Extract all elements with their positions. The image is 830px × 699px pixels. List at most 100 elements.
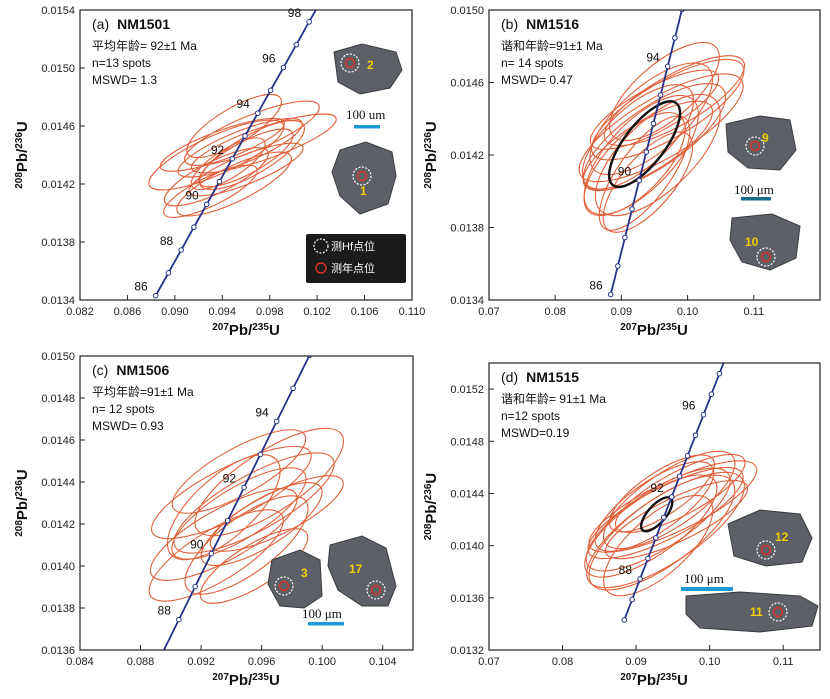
age-spot-marker [356, 170, 368, 182]
error-ellipse-3 [149, 488, 298, 581]
x-axis-label: 207Pb/235U [620, 322, 688, 340]
y-tick-label: 0.0132 [450, 645, 484, 657]
concordia-curve [609, 10, 683, 295]
concordia-age-marker [636, 177, 642, 184]
concordia-age-marker [660, 514, 667, 521]
grain-label: 3 [301, 566, 308, 580]
concordia-age-marker [653, 535, 659, 541]
hf-spot-marker [340, 53, 360, 73]
scale-bar-label: 100 um [346, 107, 385, 122]
error-ellipse-12 [608, 454, 715, 533]
grain-10 [729, 213, 801, 271]
panel-label: (b) NM1516 [501, 16, 579, 32]
concordia-age-label: 88 [619, 563, 633, 577]
zircon-grain-image [725, 115, 797, 171]
concordia-age-marker [645, 555, 651, 562]
concordia-age-label: 90 [190, 538, 204, 552]
grain-3 [267, 549, 323, 609]
error-ellipse-11 [586, 471, 745, 589]
scale-bar-label: 100 μm [302, 606, 342, 621]
age-spot-marker [760, 544, 772, 556]
error-ellipse-8 [605, 479, 749, 560]
x-tick-label: 0.11 [773, 656, 794, 668]
concordia-age-marker [672, 35, 678, 41]
x-tick-label: 0.086 [114, 306, 142, 318]
concordia-age-label: 86 [134, 280, 148, 294]
concordia-age-marker [241, 484, 247, 491]
concordia-curve [162, 356, 311, 650]
y-axis-label: 208Pb/236U [14, 469, 32, 537]
concordia-age-label: 92 [650, 481, 664, 495]
legend-age-symbol [315, 262, 327, 274]
x-tick-label: 0.106 [351, 306, 379, 318]
zircon-grain-image [685, 591, 819, 633]
error-ellipse-2 [173, 452, 335, 554]
x-tick-label: 0.104 [369, 656, 397, 668]
concordia-age-marker [637, 576, 643, 582]
concordia-age-marker [668, 494, 675, 500]
x-tick-label: 0.10 [677, 306, 698, 318]
error-ellipse-4 [588, 460, 758, 553]
x-tick-label: 0.07 [478, 306, 499, 318]
scale-bar [308, 622, 344, 626]
x-tick-label: 0.098 [256, 306, 284, 318]
y-tick-label: 0.0136 [450, 593, 484, 605]
concordia-age-marker [621, 617, 628, 623]
grain-2 [333, 43, 403, 95]
y-tick-label: 0.0140 [450, 541, 484, 553]
concordia-age-marker [216, 178, 223, 185]
x-tick-label: 0.08 [544, 306, 565, 318]
scale-bar-label: 100 μm [684, 571, 724, 586]
age-spot-marker [370, 584, 382, 596]
panel-label: (d) NM1515 [501, 369, 579, 385]
concordia-age-label: 96 [682, 399, 696, 413]
error-ellipse-5 [184, 495, 309, 595]
y-tick-label: 0.0148 [41, 393, 75, 405]
x-tick-label: 0.084 [66, 656, 94, 668]
concordia-age-marker [700, 411, 707, 418]
x-tick-label: 0.11 [744, 306, 765, 318]
grain-12 [727, 509, 813, 567]
error-ellipse-10 [171, 429, 307, 514]
concordia-age-marker [224, 517, 231, 524]
grain-label: 2 [367, 58, 374, 72]
concordia-age-marker [273, 418, 280, 425]
concordia-age-label: 94 [255, 405, 269, 419]
y-tick-label: 0.0146 [41, 121, 75, 133]
x-axis-label: 207Pb/235U [212, 672, 280, 690]
error-ellipse-9 [603, 494, 714, 597]
x-axis-label: 207Pb/235U [620, 672, 688, 690]
error-ellipse-12 [602, 131, 694, 233]
concordia-age-marker [643, 149, 650, 155]
panel-nm1501: 86 88 90 92 94 96 98 0.082 0.086 0.090 0.094 0.098 0… [14, 5, 426, 340]
y-tick-label: 0.0140 [41, 561, 75, 573]
scale-bar [681, 587, 733, 591]
concordia-age-marker [306, 356, 313, 359]
x-tick-label: 0.096 [248, 656, 276, 668]
error-ellipse-14 [589, 69, 720, 150]
y-tick-label: 0.0146 [41, 435, 75, 447]
error-ellipse-11 [594, 93, 721, 217]
x-axis-label: 207Pb/235U [212, 322, 280, 340]
concordia-age-marker [708, 391, 715, 397]
statistics-text: 谐和年龄=91±1 Ma [501, 39, 603, 53]
panel-nm1516: 86 90 94 0.07 0.08 0.09 0.10 0.11 0.0134 0.0138 0.… [423, 5, 821, 340]
concordia-age-marker [607, 291, 614, 298]
concordia-age-marker [692, 432, 699, 439]
concordia-age-marker [725, 351, 730, 356]
grain-label: 12 [775, 530, 789, 544]
error-ellipse-7 [594, 461, 715, 552]
grain-label: 9 [762, 131, 769, 145]
age-spot-marker [344, 57, 356, 69]
concordia-age-marker [152, 292, 159, 299]
hf-spot-marker [352, 166, 372, 186]
concordia-age-label: 88 [160, 234, 174, 248]
statistics-text: n=12 spots [501, 409, 560, 423]
y-axis-label: 208Pb/236U [423, 121, 441, 189]
zircon-grain-image [331, 141, 397, 215]
concordia-age-label: 86 [589, 279, 603, 293]
y-tick-label: 0.0150 [41, 351, 75, 363]
concordia-age-marker [657, 92, 664, 98]
error-ellipse-8 [148, 509, 284, 602]
